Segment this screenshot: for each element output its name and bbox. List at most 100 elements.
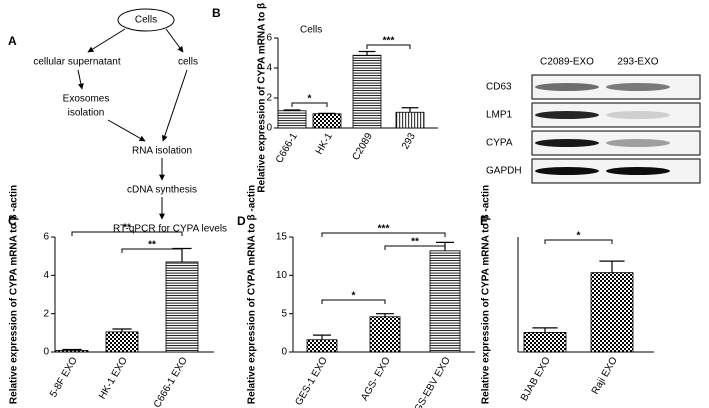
bar (590, 272, 634, 353)
significance-bracket (291, 102, 328, 107)
x-tick-label: AGS-EBV EXO (409, 355, 453, 408)
bar (306, 339, 338, 353)
error-bar (313, 334, 331, 340)
x-tick-label: GES-1 EXO (293, 355, 330, 407)
y-tick-label: 4 (43, 270, 49, 281)
bar (165, 261, 199, 353)
bar (429, 250, 461, 353)
y-tick-label: 4 (266, 63, 272, 74)
node-label: cells (178, 57, 198, 68)
y-tick-label: 10 (276, 270, 288, 281)
y-tick-label: 0 (43, 347, 49, 358)
chart: Relative expression of CYPA mRNA to β -a… (481, 185, 654, 404)
band (606, 83, 670, 91)
x-tick-label: Raji EXO (590, 355, 620, 396)
bar (277, 110, 307, 129)
y-axis-label: Relative expression of CYPA mRNA to β -a… (247, 185, 258, 404)
x-tick-label: 5-8F EXO (48, 355, 80, 399)
arrow (87, 28, 126, 53)
node-label: Cells (135, 15, 157, 26)
x-tick-label: 293 (400, 131, 418, 151)
significance-bracket (321, 299, 386, 304)
error-bar (599, 260, 625, 273)
bar (352, 54, 382, 129)
row-label: CYPA (486, 138, 513, 149)
chart: 0 2 4 6 Relative expression of CYPA mRNA to … (9, 185, 214, 408)
bar (105, 331, 139, 353)
chart-title: Cells (300, 25, 322, 36)
error-bar (62, 348, 82, 351)
band (535, 167, 599, 175)
x-tick-label: C666-1 (274, 131, 300, 165)
significance-label: *** (378, 224, 390, 235)
significance-bracket (544, 239, 613, 244)
x-tick-label: AGS- EXO (359, 355, 393, 403)
bar (369, 316, 401, 353)
row-label: GAPDH (486, 166, 522, 177)
x-tick-label: C2089 (351, 131, 375, 162)
y-tick-label: 2 (266, 93, 272, 104)
y-tick-label: 6 (43, 232, 49, 243)
significance-label: ** (123, 223, 131, 234)
column-label: 293-EXO (617, 57, 658, 68)
node-label: RT-qPCR for CYPA levels (113, 224, 227, 235)
x-tick-label: C666-1 EXO (152, 355, 190, 408)
band (606, 139, 670, 147)
bar (395, 111, 425, 129)
significance-label: * (352, 291, 356, 302)
significance-label: *** (383, 36, 395, 47)
y-tick-label: 0 (281, 347, 287, 358)
band (535, 111, 599, 119)
significance-label: ** (411, 237, 419, 248)
bar (55, 350, 89, 353)
arrow (165, 28, 184, 53)
x-tick-label: HK-1 EXO (97, 355, 130, 401)
panel-label: D (237, 214, 246, 228)
significance-label: * (577, 231, 581, 242)
significance-bracket (121, 248, 183, 253)
significance-bracket (71, 231, 183, 236)
y-axis-label: Relative expression of CYPA mRNA to β -a… (481, 185, 492, 404)
band (606, 167, 670, 175)
error-bar (376, 313, 394, 317)
y-axis-label: Relative expression of CYPA mRNA to β -a… (9, 185, 20, 404)
panel-label: C (8, 214, 17, 228)
significance-bracket (321, 232, 446, 237)
y-axis-label: Relative expression of CYPA mRNA to β -a… (257, 0, 268, 193)
significance-bracket (366, 44, 411, 49)
western-blot: C2089-EXO 293-EXO CD63 LMP1 CYPA GAPDH (486, 57, 701, 184)
row-label: CD63 (486, 82, 512, 93)
arrow (161, 69, 188, 142)
bar (523, 332, 567, 353)
significance-bracket (384, 245, 446, 250)
node-label: RNA isolation (132, 146, 192, 157)
arrow (107, 119, 146, 142)
node-label: cellular supernatant (33, 57, 120, 68)
band (606, 111, 670, 119)
y-tick-label: 6 (266, 33, 272, 44)
error-bar (532, 327, 558, 333)
error-bar (401, 107, 419, 113)
chart: 0 2 4 6 Cells Relative expression of CYPA mRN… (257, 0, 438, 193)
y-tick-label: 15 (276, 232, 288, 243)
column-label: C2089-EXO (540, 57, 594, 68)
bar (312, 113, 342, 129)
error-bar (358, 50, 376, 56)
row-label: LMP1 (486, 110, 513, 121)
node-label: cDNA synthesis (127, 185, 197, 196)
panel-label: E (480, 214, 488, 228)
x-tick-label: BJAB EXO (519, 355, 553, 403)
y-tick-label: 2 (43, 308, 49, 319)
x-tick-label: HK-1 (314, 131, 335, 157)
y-tick-label: 5 (281, 308, 287, 319)
significance-label: ** (148, 240, 156, 251)
error-bar (283, 109, 301, 111)
node-label: isolation (68, 108, 105, 119)
error-bar (112, 328, 132, 332)
band (535, 83, 599, 91)
node-label: Exosomes (63, 94, 110, 105)
node-shape (117, 8, 175, 32)
diagram: Cells cellular supernatant cells Exosome… (33, 8, 227, 235)
significance-label: * (308, 94, 312, 105)
